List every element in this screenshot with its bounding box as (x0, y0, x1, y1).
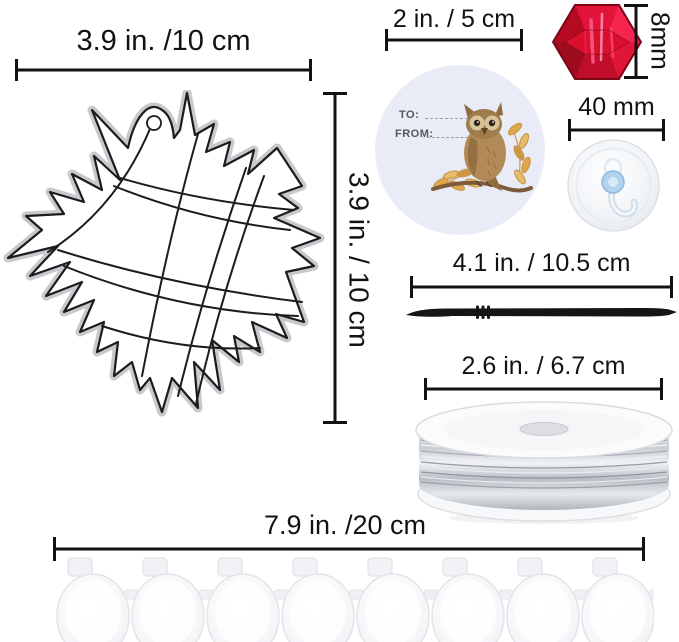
owl (464, 102, 506, 191)
dimension-line (53, 547, 645, 551)
maple-leaf-suncatcher-graphic (3, 90, 325, 417)
paint-pot (431, 557, 516, 642)
paint-pot (356, 557, 441, 642)
owl-illustration (431, 102, 533, 193)
dimension-line (424, 387, 663, 391)
leaf-width-dimension-line (15, 59, 312, 81)
dimension-tick (385, 29, 388, 51)
paint-pot-strip (56, 557, 654, 642)
suction-cup-dimension-line (568, 119, 665, 141)
wire-spool-dimension-line (424, 378, 663, 400)
dimension-tick (670, 276, 673, 298)
dimension-tick (624, 76, 648, 79)
dimension-tick (642, 537, 645, 561)
paintbrush-dimension-line (410, 276, 673, 298)
dimension-tick (309, 59, 312, 81)
branch (431, 180, 533, 193)
suction-cup-graphic (567, 139, 660, 232)
dimension-line (385, 38, 523, 42)
paint-pot (206, 557, 291, 642)
dimension-tick (323, 92, 347, 95)
dimension-tick (53, 537, 56, 561)
dimension-line (410, 285, 673, 289)
gift-tag-dimension-line (385, 29, 523, 51)
suction-cup-size-label: 40 mm (578, 93, 655, 121)
dimension-tick (323, 421, 347, 424)
brush-ferrule-rings (476, 305, 490, 319)
bead-size-label: 8mm (645, 12, 676, 70)
tag-to-line (425, 118, 473, 119)
red-bead-graphic (552, 4, 642, 80)
dimension-line (634, 4, 638, 79)
paint-strip-dimension-line (53, 537, 645, 561)
dimension-tick (662, 119, 665, 141)
tag-from-line (427, 137, 473, 138)
dimension-tick (410, 276, 413, 298)
wire-spool-size-label: 2.6 in. / 6.7 cm (461, 352, 626, 380)
dimension-line (15, 68, 312, 72)
dimension-tick (660, 378, 663, 400)
brush-handle (452, 308, 677, 317)
leaf-segment-lines (47, 123, 303, 405)
brush-bristles (406, 308, 452, 317)
tag-from-label: FROM: (395, 128, 434, 140)
dimension-tick (520, 29, 523, 51)
paint-pot (281, 557, 366, 642)
dimension-tick (568, 119, 571, 141)
wire-spool-graphic (415, 401, 673, 524)
paintbrush-length-label: 4.1 in. / 10.5 cm (452, 249, 631, 277)
tag-to-label: TO: (399, 109, 420, 121)
paint-pot (56, 557, 141, 642)
paint-pot (581, 557, 654, 642)
leaf-height-dimension-line (323, 92, 347, 424)
owl-gift-tag: TO: FROM: (375, 65, 545, 235)
spool-center-hole (519, 422, 569, 436)
dimension-line (333, 92, 337, 424)
paint-pot (506, 557, 591, 642)
bead-dimension-line (624, 4, 648, 79)
leaf-outline (6, 91, 322, 414)
leaf-height-label: 3.9 in. / 10 cm (343, 172, 375, 348)
dimension-tick (15, 59, 18, 81)
dimension-tick (424, 378, 427, 400)
dimension-tick (624, 4, 648, 7)
hook (601, 170, 638, 218)
dimension-line (568, 128, 665, 132)
paint-strip-length-label: 7.9 in. /20 cm (263, 510, 427, 540)
paintbrush-graphic (406, 305, 677, 319)
paint-pot (131, 557, 216, 642)
leaf-width-label: 3.9 in. /10 cm (76, 25, 251, 57)
gift-tag-size-label: 2 in. / 5 cm (392, 5, 516, 33)
paint-pots (56, 557, 654, 642)
leaf-hanging-hole (146, 115, 162, 131)
